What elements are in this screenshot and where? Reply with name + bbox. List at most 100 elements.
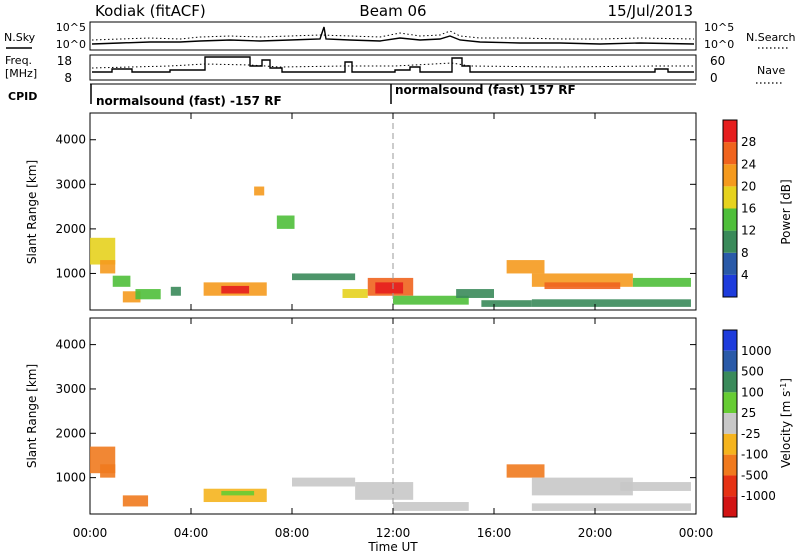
- power-colorbar-tick: 28: [741, 135, 756, 149]
- power-colorbar-swatch: [723, 142, 737, 165]
- velocity-colorbar-tick: 500: [741, 365, 764, 379]
- power-ytick-label: 2000: [55, 222, 86, 236]
- power-colorbar-frame: [722, 119, 738, 298]
- power-ytick-label: 3000: [55, 177, 86, 191]
- nsky-label: N.Sky: [4, 31, 36, 44]
- noise-panel-frame: [89, 21, 697, 51]
- freq-label-line2: [MHz]: [5, 67, 37, 80]
- power-colorbar-swatch: [723, 208, 737, 231]
- velocity-echo-cell: [531, 477, 633, 496]
- velocity-ytick-label: 3000: [55, 382, 86, 396]
- nave-tick-low: 0: [710, 71, 718, 85]
- beam-label: Beam 06: [359, 2, 426, 20]
- velocity-echo-cell: [355, 482, 414, 500]
- velocity-colorbar-swatch: [723, 475, 737, 497]
- xtick-label: 08:00: [275, 526, 310, 540]
- nave-trace: [91, 62, 694, 69]
- velocity-ylabel: Slant Range [km]: [25, 364, 39, 468]
- xtick-label: 04:00: [174, 526, 209, 540]
- power-colorbar: 4 8 12 16 20 24 28: [722, 119, 756, 298]
- power-echo-cell: [342, 289, 368, 298]
- power-colorbar-swatch: [723, 274, 737, 297]
- power-echo-cell: [481, 300, 532, 307]
- velocity-label-exp: -1: [779, 383, 788, 391]
- power-echo-cell: [122, 291, 141, 303]
- nave-tick-high: 60: [710, 54, 725, 68]
- xtick-label: 00:00: [679, 526, 714, 540]
- time-axis: 00:00 04:00 08:00 12:00 16:00 20:00 00:00: [73, 113, 714, 540]
- velocity-colorbar: 1000 500 100 25 -25 -100 -500 -1000: [722, 329, 776, 518]
- velocity-colorbar-swatch: [723, 330, 737, 351]
- power-echo-cell: [221, 285, 250, 294]
- xtick-label: 12:00: [376, 526, 411, 540]
- power-yticks: 1000 2000 3000 4000: [55, 133, 696, 280]
- power-ylabel: Slant Range [km]: [25, 160, 39, 264]
- velocity-colorbar-tick: 100: [741, 385, 764, 399]
- power-echo-cell: [506, 260, 545, 274]
- velocity-colorbar-swatch: [723, 350, 737, 372]
- power-echo-cell: [544, 282, 621, 290]
- velocity-colorbar-swatch: [723, 392, 737, 414]
- power-ytick-label: 4000: [55, 133, 86, 147]
- power-colorbar-tick: 24: [741, 157, 756, 171]
- power-colorbar-tick: 16: [741, 202, 756, 216]
- power-colorbar-swatch: [723, 186, 737, 209]
- freq-label-line1: Freq.: [5, 54, 32, 67]
- nsearch-label: N.Search: [746, 31, 796, 44]
- power-colorbar-swatch: [723, 164, 737, 187]
- velocity-ytick-label: 2000: [55, 426, 86, 440]
- velocity-echo-cell: [506, 464, 545, 478]
- velocity-colorbar-tick: -100: [741, 448, 768, 462]
- freq-panel-frame: [89, 54, 697, 81]
- power-echo-cell: [393, 295, 469, 305]
- power-echo-cell: [135, 289, 161, 300]
- time-axis-label: Time UT: [367, 540, 418, 554]
- velocity-echo-cell: [122, 495, 149, 507]
- velocity-label-close: ]: [779, 378, 793, 383]
- xtick-label: 20:00: [578, 526, 613, 540]
- velocity-ytick-label: 1000: [55, 471, 86, 485]
- noise-tick-right-low: 10^0: [704, 38, 734, 51]
- power-colorbar-tick: 4: [741, 268, 749, 282]
- velocity-colorbar-swatch: [723, 371, 737, 393]
- velocity-label-unit: [m s: [779, 391, 793, 417]
- power-echo-cell: [170, 286, 181, 296]
- velocity-colorbar-tick: 1000: [741, 344, 772, 358]
- power-colorbar-swatch: [723, 120, 737, 143]
- power-ytick-label: 1000: [55, 266, 86, 280]
- velocity-echo-cell: [531, 503, 691, 511]
- power-colorbar-swatch: [723, 252, 737, 275]
- freq-trace: [92, 56, 694, 73]
- velocity-colorbar-swatch: [723, 496, 737, 517]
- noise-tick-left-low: 10^0: [56, 38, 86, 51]
- power-echo-cell: [276, 215, 295, 229]
- station-title: Kodiak (fitACF): [95, 2, 206, 20]
- noise-tick-left-high: 10^5: [56, 21, 86, 34]
- velocity-colorbar-swatch: [723, 433, 737, 455]
- velocity-echo-cell: [100, 464, 116, 478]
- power-heatmap: [90, 186, 691, 307]
- velocity-colorbar-swatch: [723, 454, 737, 476]
- nave-label: Nave: [757, 64, 785, 77]
- power-echo-cell: [254, 186, 265, 196]
- power-colorbar-tick: 20: [741, 179, 756, 193]
- velocity-colorbar-tick: 25: [741, 406, 756, 420]
- velocity-colorbar-tick: -1000: [741, 489, 776, 503]
- velocity-echo-cell: [393, 502, 469, 511]
- power-echo-cell: [112, 275, 131, 287]
- power-colorbar-swatch: [723, 230, 737, 253]
- velocity-colorbar-tick: -25: [741, 427, 761, 441]
- velocity-echo-cell: [221, 490, 255, 496]
- velocity-ytick-label: 4000: [55, 338, 86, 352]
- velocity-heatmap: [90, 446, 691, 511]
- freq-tick-low: 8: [64, 71, 72, 85]
- power-echo-cell: [100, 260, 116, 274]
- power-echo-cell: [632, 277, 691, 287]
- xtick-label: 16:00: [477, 526, 512, 540]
- velocity-yticks: 1000 2000 3000 4000: [55, 338, 696, 485]
- velocity-colorbar-tick: -500: [741, 468, 768, 482]
- velocity-echo-cell: [292, 477, 356, 487]
- power-colorbar-label: Power [dB]: [779, 179, 793, 244]
